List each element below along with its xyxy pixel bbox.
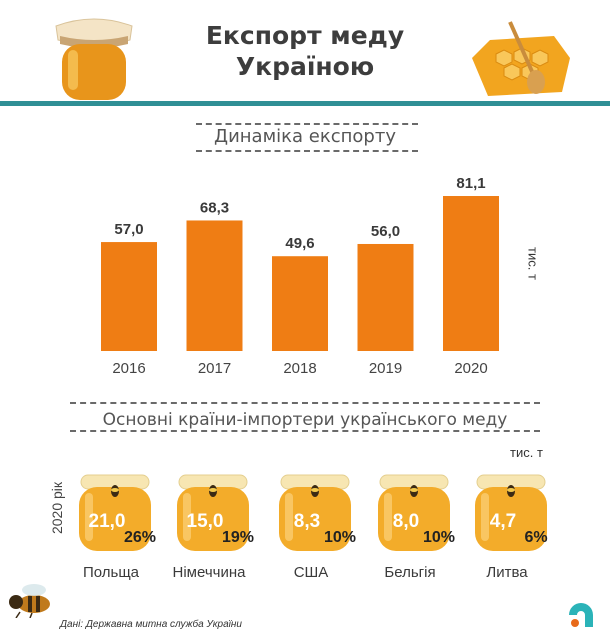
importers-title-rule-top bbox=[70, 402, 540, 404]
importer-country: Польща bbox=[83, 564, 140, 581]
importer-share: 19% bbox=[222, 529, 254, 546]
x-tick-label: 2019 bbox=[369, 360, 402, 377]
bar-2020 bbox=[443, 196, 499, 351]
bee-stripe bbox=[311, 488, 319, 492]
bar-value-label: 68,3 bbox=[200, 199, 229, 216]
importer-country: США bbox=[294, 564, 329, 581]
jar-highlight bbox=[85, 493, 93, 541]
jar-body bbox=[79, 487, 151, 551]
importer-value: 8,0 bbox=[393, 511, 419, 532]
jar-highlight bbox=[384, 493, 392, 541]
jar-body bbox=[279, 487, 351, 551]
jar-body bbox=[378, 487, 450, 551]
importer-value: 15,0 bbox=[187, 511, 224, 532]
bee-icon bbox=[9, 584, 50, 618]
export-bar-chart: 57,0 2016 68,3 2017 49,6 2018 56,0 2019 81,1 2020 bbox=[101, 175, 499, 377]
x-tick-label: 2017 bbox=[198, 360, 231, 377]
jar-highlight bbox=[183, 493, 191, 541]
bar-value-label: 56,0 bbox=[371, 223, 400, 240]
importer-value: 21,0 bbox=[89, 511, 126, 532]
importer-jar: 8,310% США bbox=[279, 474, 356, 581]
brand-logo-icon bbox=[569, 603, 593, 627]
bar-2019 bbox=[357, 243, 414, 351]
importers-title-rule-bottom bbox=[70, 430, 540, 432]
importer-value: 8,3 bbox=[294, 511, 320, 532]
bar-2018 bbox=[272, 256, 328, 351]
honey-jar-icon bbox=[55, 18, 133, 100]
jar-body bbox=[475, 487, 547, 551]
importer-jar: 15,019% Німеччина bbox=[173, 474, 254, 581]
honeycomb-dipper-icon bbox=[472, 21, 570, 96]
importer-value: 4,7 bbox=[490, 511, 516, 532]
source-note: Дані: Державна митна служба України bbox=[60, 619, 242, 630]
importer-jar: 8,010% Бельгія bbox=[378, 474, 455, 581]
importer-share: 10% bbox=[423, 529, 455, 546]
chart-title-rule-top bbox=[196, 123, 418, 125]
jar-body bbox=[177, 487, 249, 551]
importer-jar: 21,026% Польща bbox=[79, 474, 156, 581]
bee-stripe bbox=[507, 488, 515, 492]
bee-stripe bbox=[209, 488, 217, 492]
importer-country: Литва bbox=[486, 564, 528, 581]
page-title: Експорт меду Україною bbox=[205, 21, 405, 81]
importer-share: 10% bbox=[324, 529, 356, 546]
importers-title: Основні країни-імпортери українського ме… bbox=[102, 410, 508, 430]
importer-jar: 4,7 6% Литва bbox=[475, 474, 548, 581]
bar-2016 bbox=[101, 242, 157, 351]
chart-title-rule-bottom bbox=[196, 150, 418, 152]
importer-country: Бельгія bbox=[384, 564, 435, 581]
x-tick-label: 2020 bbox=[454, 360, 487, 377]
importer-share: 26% bbox=[124, 529, 156, 546]
importer-jars: 21,026%Польща15,019%Німеччина8,310%США8,… bbox=[79, 474, 548, 581]
bee-stripe bbox=[410, 488, 418, 492]
x-tick-label: 2018 bbox=[283, 360, 316, 377]
importer-country: Німеччина bbox=[173, 564, 247, 581]
bar-2017 bbox=[186, 220, 243, 351]
importer-share: 6% bbox=[524, 529, 547, 546]
bar-value-label: 57,0 bbox=[114, 221, 143, 238]
header-divider bbox=[0, 101, 610, 106]
bar-value-label: 49,6 bbox=[285, 235, 314, 252]
x-tick-label: 2016 bbox=[112, 360, 145, 377]
chart-title: Динаміка експорту bbox=[214, 126, 396, 147]
chart-unit-label: тис. т bbox=[525, 247, 541, 280]
jar-highlight bbox=[285, 493, 293, 541]
jar-highlight bbox=[481, 493, 489, 541]
bee-stripe bbox=[111, 488, 119, 492]
importers-unit-label: тис. т bbox=[510, 445, 543, 460]
bar-value-label: 81,1 bbox=[456, 175, 485, 192]
